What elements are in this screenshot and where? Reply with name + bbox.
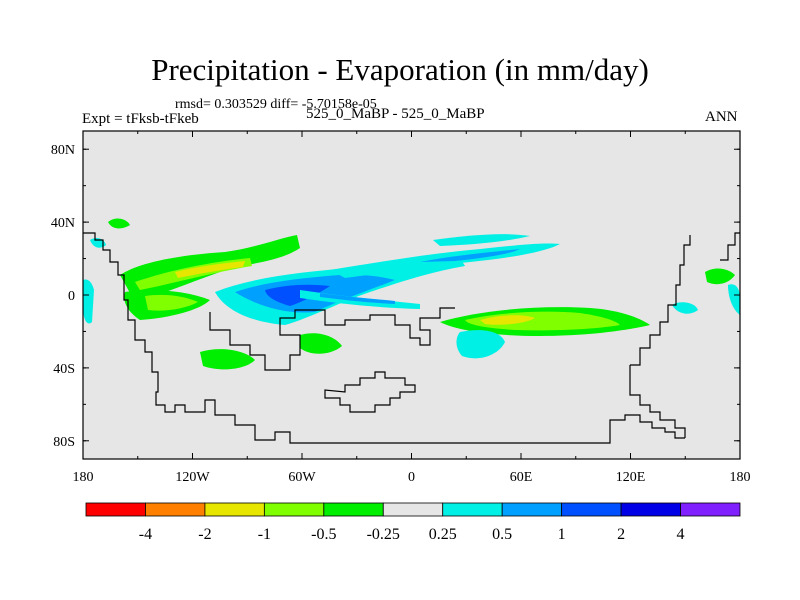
field-east-cyan	[728, 284, 740, 315]
field-east-small-cyan	[672, 302, 698, 314]
colorbar-label: 0.5	[492, 526, 512, 543]
y-tick-label: 40N	[51, 216, 75, 231]
colorbar-label: -0.5	[311, 526, 336, 543]
chart-title: Precipitation - Evaporation (in mm/day)	[151, 52, 649, 87]
case-label: 525_0_MaBP - 525_0_MaBP	[306, 106, 485, 122]
x-tick-label: 180	[73, 470, 94, 485]
colorbar-label: -2	[198, 526, 211, 543]
field-equatorial-deep	[265, 284, 330, 306]
coast-west-continent	[83, 232, 685, 444]
colorbar-swatch	[620, 502, 681, 517]
colorbar-swatch	[204, 502, 265, 517]
field-atlantic-north	[433, 234, 530, 246]
field-west-cyan	[83, 279, 94, 324]
colorbar-swatch	[323, 502, 384, 517]
colorbar: -4 -2 -1 -0.5 -0.25 0.25 0.5 1 2 4	[85, 502, 741, 543]
coast-inner-island	[324, 371, 416, 413]
colorbar-swatch	[382, 502, 444, 517]
x-tick-label: 120W	[175, 470, 210, 485]
coast-east-continent	[630, 235, 691, 366]
y-tick-label: 80S	[53, 435, 75, 450]
x-tick-label: 60E	[510, 470, 533, 485]
y-tick-label: 0	[68, 289, 75, 304]
y-tick-label: 80N	[51, 143, 75, 158]
field-south-cyan-patch	[456, 330, 505, 359]
season-label: ANN	[705, 109, 738, 125]
x-tick-label: 60W	[288, 470, 316, 485]
field-nw-green	[108, 218, 130, 229]
colorbar-label: 4	[677, 526, 685, 543]
colorbar-swatch	[263, 502, 325, 517]
y-tick-label: 40S	[53, 362, 75, 377]
x-axis-ticks: 180 120W 60W 0 60E 120E 180	[73, 131, 751, 485]
field-south-green-patch	[200, 349, 255, 370]
continent-outlines	[83, 232, 740, 444]
field-andes-green	[300, 333, 342, 354]
field-south-lobe-core	[145, 294, 198, 311]
colorbar-label: 1	[558, 526, 566, 543]
coast-se-peninsula	[629, 365, 686, 438]
x-tick-label: 120E	[616, 470, 646, 485]
colorbar-label: -0.25	[367, 526, 400, 543]
y-axis-ticks: 80N 40N 0 40S 80S	[51, 143, 740, 450]
colorbar-label: -4	[139, 526, 152, 543]
field-east-green	[705, 268, 735, 285]
field-atlantic-core	[420, 249, 520, 262]
colorbar-label: 2	[617, 526, 625, 543]
field-equatorial-streak-core	[320, 293, 395, 304]
colorbar-swatch	[680, 502, 741, 517]
colorbar-label: 0.25	[429, 526, 457, 543]
coast-central-continent	[209, 307, 455, 371]
contour-fields	[83, 218, 740, 370]
experiment-label: Expt = tFksb-tFkeb	[82, 111, 199, 127]
colorbar-swatch	[561, 502, 622, 517]
coast-east-margin	[720, 232, 740, 261]
field-se-band-max	[480, 315, 535, 325]
colorbar-swatch	[85, 502, 146, 517]
field-north-subtropical-max	[175, 261, 245, 278]
colorbar-swatch	[145, 502, 206, 517]
colorbar-label: -1	[258, 526, 271, 543]
colorbar-swatch	[501, 502, 563, 517]
x-tick-label: 0	[408, 470, 415, 485]
stats-label: rmsd= 0.303529 diff= -5.70158e-05	[175, 97, 377, 112]
x-tick-label: 180	[730, 470, 751, 485]
colorbar-swatch	[442, 502, 503, 517]
